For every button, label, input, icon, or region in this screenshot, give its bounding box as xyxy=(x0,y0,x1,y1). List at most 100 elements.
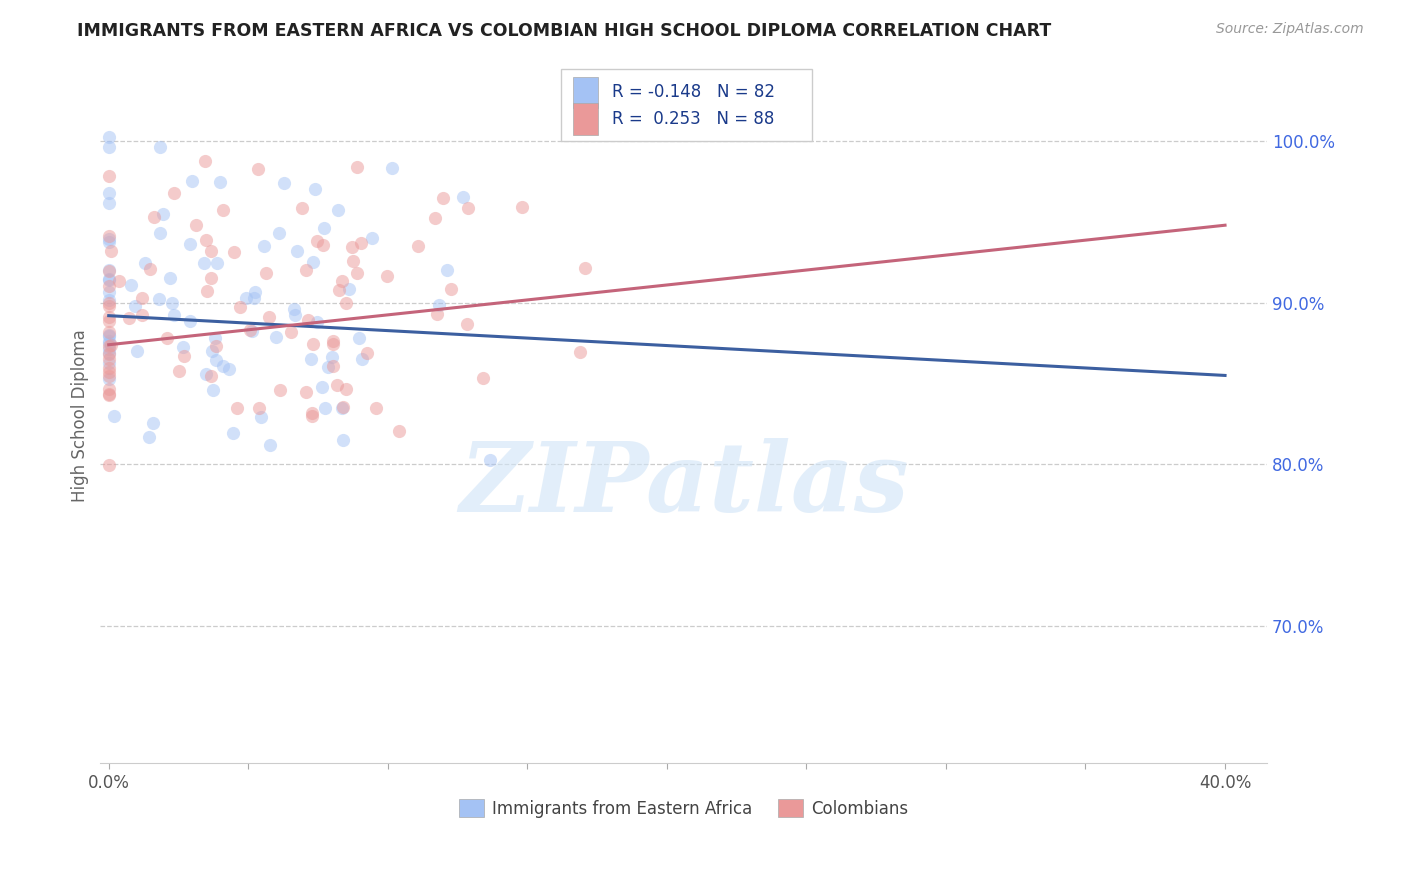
Point xyxy=(257,310,280,325)
Text: ZIPatlas: ZIPatlas xyxy=(458,438,908,533)
Point xyxy=(264,330,287,344)
Y-axis label: High School Diploma: High School Diploma xyxy=(72,329,89,502)
Point xyxy=(201,343,224,358)
Point xyxy=(273,176,295,190)
Text: R = -0.148   N = 82: R = -0.148 N = 82 xyxy=(613,84,776,102)
Point xyxy=(250,409,273,424)
Point xyxy=(427,298,450,312)
Point xyxy=(243,291,266,305)
Point xyxy=(366,401,388,416)
Point xyxy=(97,186,120,201)
Point xyxy=(346,267,368,281)
Point xyxy=(325,377,347,392)
Point xyxy=(142,416,165,430)
Point xyxy=(97,129,120,144)
Point xyxy=(381,161,404,175)
Point xyxy=(304,181,326,195)
Point xyxy=(131,309,153,323)
Point xyxy=(131,291,153,305)
Point xyxy=(284,308,307,322)
Point xyxy=(204,331,226,345)
Point xyxy=(152,206,174,220)
Point xyxy=(332,400,354,414)
Point xyxy=(139,262,162,277)
Point xyxy=(195,233,218,247)
Point xyxy=(97,387,120,401)
Point xyxy=(97,351,120,366)
Point xyxy=(312,221,335,235)
Point xyxy=(100,244,122,258)
Point xyxy=(118,311,141,326)
Point xyxy=(297,312,319,326)
Point xyxy=(201,384,224,398)
Point xyxy=(97,388,120,402)
Point xyxy=(226,401,249,415)
Point xyxy=(97,295,120,310)
Point xyxy=(510,200,533,214)
Point xyxy=(97,372,120,386)
Point xyxy=(163,186,186,200)
Text: R =  0.253   N = 88: R = 0.253 N = 88 xyxy=(613,110,775,128)
Point xyxy=(97,458,120,473)
Point xyxy=(332,401,354,416)
Point xyxy=(280,326,302,340)
Point xyxy=(163,308,186,322)
Point xyxy=(254,266,277,280)
FancyBboxPatch shape xyxy=(572,103,599,135)
Point xyxy=(472,370,495,384)
Point xyxy=(451,190,474,204)
Point xyxy=(172,340,194,354)
Point xyxy=(285,244,308,258)
Point xyxy=(311,380,333,394)
Point xyxy=(138,430,160,444)
Point xyxy=(314,401,336,416)
FancyBboxPatch shape xyxy=(572,77,599,108)
Point xyxy=(97,264,120,278)
Point xyxy=(97,313,120,327)
Point xyxy=(97,346,120,360)
Point xyxy=(149,226,172,240)
Point xyxy=(204,338,226,352)
Point xyxy=(120,277,142,292)
Point xyxy=(200,271,222,285)
Point xyxy=(97,328,120,343)
Point xyxy=(186,218,208,232)
Point xyxy=(302,337,325,351)
Point xyxy=(97,235,120,250)
Point xyxy=(456,318,478,332)
Point xyxy=(569,345,592,359)
Point xyxy=(322,359,344,373)
Point xyxy=(269,226,291,240)
Point xyxy=(342,253,364,268)
Point xyxy=(337,282,360,296)
Point xyxy=(356,346,378,360)
Point xyxy=(295,263,318,277)
Point xyxy=(97,299,120,313)
Point xyxy=(259,438,281,452)
Point xyxy=(406,238,429,252)
Point xyxy=(247,401,270,416)
Point xyxy=(97,325,120,339)
Point xyxy=(426,307,449,321)
Point xyxy=(108,274,131,288)
Point xyxy=(159,271,181,285)
Point xyxy=(222,425,245,440)
Point xyxy=(195,284,218,298)
Point xyxy=(479,453,502,467)
Point xyxy=(246,162,269,177)
Point xyxy=(179,237,201,252)
Point xyxy=(142,210,165,224)
Point xyxy=(149,140,172,154)
Point xyxy=(124,299,146,313)
Point xyxy=(436,263,458,277)
Point xyxy=(574,260,596,275)
Point xyxy=(200,368,222,383)
Point xyxy=(243,285,266,299)
Point xyxy=(169,364,191,378)
Point xyxy=(212,203,235,218)
Text: Source: ZipAtlas.com: Source: ZipAtlas.com xyxy=(1216,22,1364,37)
Point xyxy=(321,350,343,364)
Point xyxy=(97,228,120,243)
Point xyxy=(173,350,195,364)
Point xyxy=(97,262,120,277)
